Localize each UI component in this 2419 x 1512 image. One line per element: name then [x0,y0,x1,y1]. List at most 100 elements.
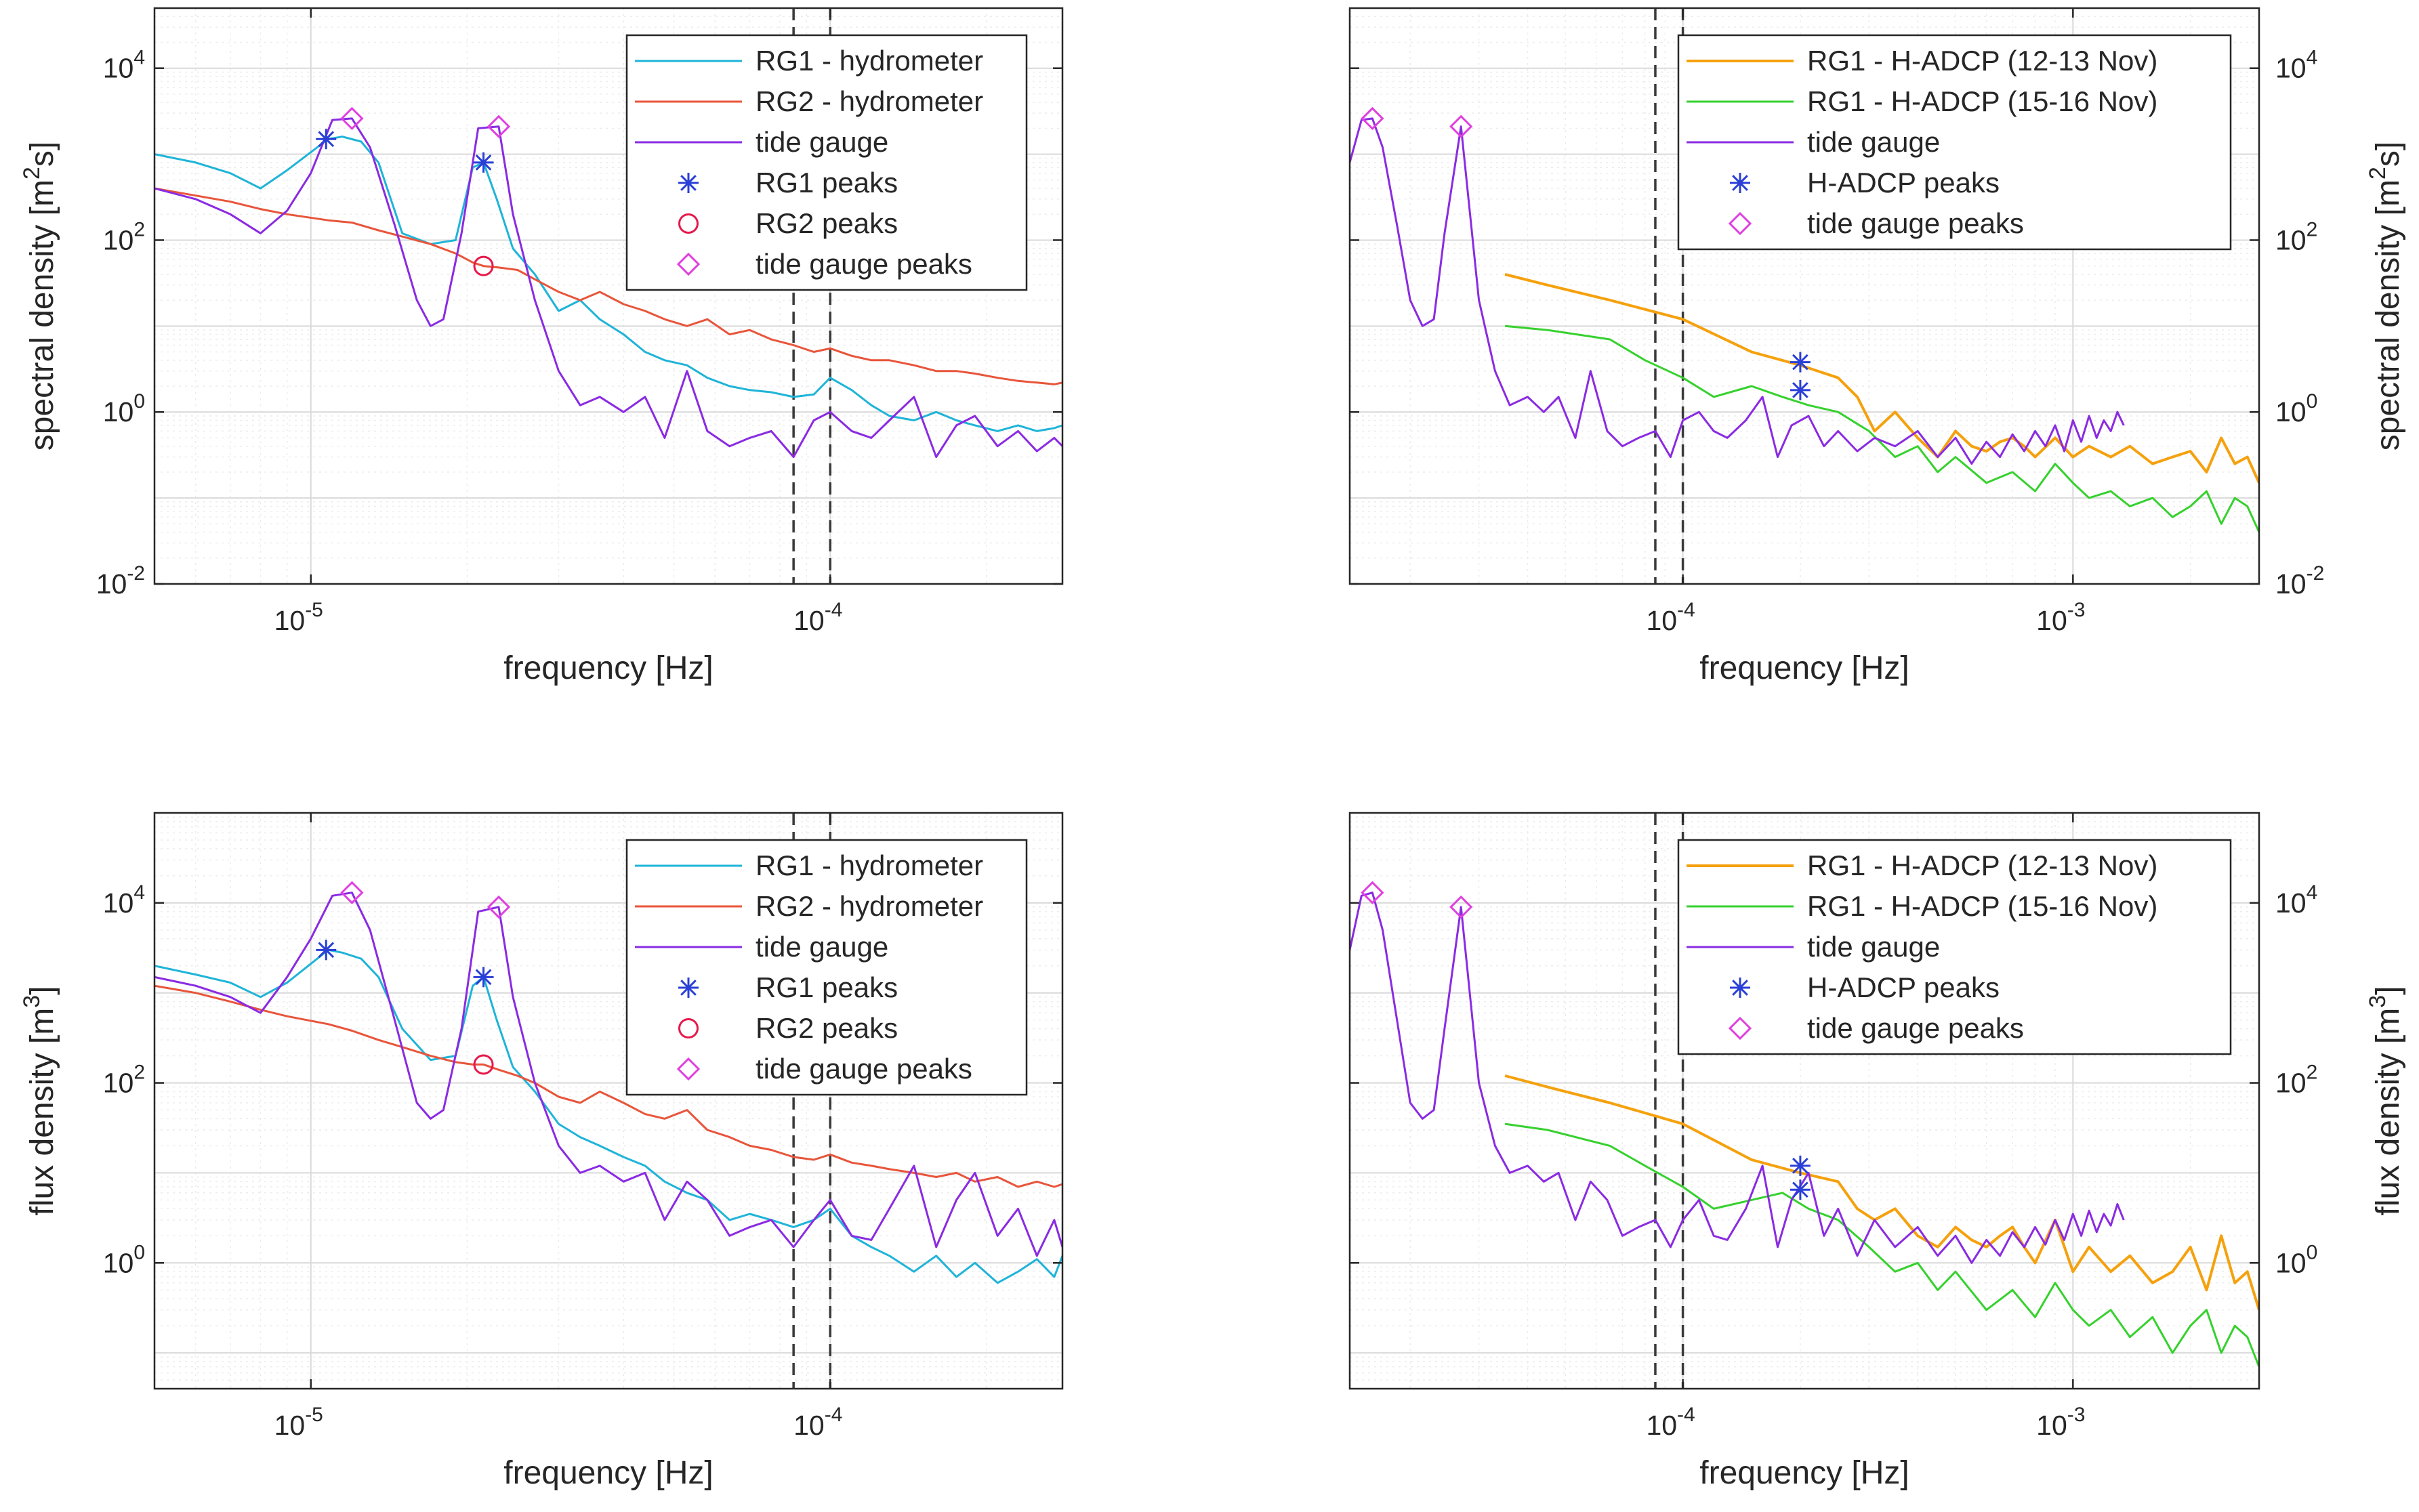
tick-base: 10 [2275,396,2307,427]
star-stroke [680,980,697,996]
tick-exp: -2 [2307,562,2325,585]
x-axis-label: frequency [Hz] [503,650,713,686]
legend: RG1 - hydrometer RG2 - hydrometer tide gau… [625,34,1028,291]
legend-label: tide gauge peaks [1807,1012,2024,1044]
tick-base: 10 [2275,224,2307,255]
y-tick-label: 104 [2275,47,2317,84]
x-tick-label: 10-3 [2036,599,2085,636]
legend-label: RG1 - H-ADCP (12-13 Nov) [1807,849,2157,881]
star-stroke [475,154,492,171]
star-stroke [318,131,335,148]
legend-label: RG1 - H-ADCP (15-16 Nov) [1807,85,2157,117]
star-stroke [1732,175,1748,191]
peak-marker [1449,895,1473,919]
series-layer [1350,881,2259,1368]
legend-label: RG2 peaks [756,207,898,239]
peak-marker [316,129,337,150]
x-tick-label: 10-3 [2036,1404,2085,1441]
series-line-tide-gauge [1350,117,2125,465]
legend-label: H-ADCP peaks [1807,971,2000,1003]
peak-marker [1790,1155,1811,1176]
tick-exp: -5 [305,1404,323,1426]
tick-exp: 0 [133,1241,145,1263]
tick-base: 10 [103,1068,134,1099]
y-tick-label: 104 [2275,881,2317,919]
tick-base: 10 [274,1410,306,1441]
ylabel-tail: ] [24,986,60,994]
peak-marker [1790,1179,1811,1200]
axes-box [1348,7,2260,585]
ylabel-tail: s] [2370,142,2406,167]
axes-box [1348,812,2260,1390]
ylabel-base: spectral density [m [2370,180,2406,450]
legend-label: RG2 - hydrometer [756,890,983,922]
ylabel-base: spectral density [m [24,180,60,450]
tick-exp: 4 [133,881,145,904]
x-tick-label: 10-5 [274,599,323,636]
series-layer [1350,106,2259,533]
series-line-tide-gauge [154,117,1062,459]
y-tick-label: 10-2 [2275,562,2324,600]
legend-marker [678,213,699,234]
legend-marker [1728,211,1752,236]
legend-marker [676,1057,701,1081]
legend: RG1 - hydrometer RG2 - hydrometer tide gau… [625,839,1028,1096]
y-axis-label: flux density [m3] [2365,986,2406,1215]
star-stroke [1792,1158,1808,1174]
legend-label: RG1 peaks [756,167,898,198]
ylabel-sup: 3 [19,995,45,1008]
tick-base: 10 [2275,887,2307,919]
legend-label: RG1 - hydrometer [756,45,983,77]
y-axis-label: spectral density [m2s] [2365,142,2406,450]
legend-marker [1730,978,1750,998]
star-stroke [1732,980,1748,996]
tick-base: 10 [2275,53,2307,84]
legend-label: tide gauge peaks [756,248,972,280]
tick-exp: -3 [2067,1404,2086,1426]
legend-marker [678,1018,699,1038]
x-tick-label: 10-4 [1646,1404,1695,1441]
axes-box [153,7,1064,585]
tick-exp: 0 [2307,1241,2318,1263]
y-tick-label: 104 [103,47,145,84]
peak-marker [487,895,511,919]
ylabel-tail: ] [2370,986,2406,994]
legend: RG1 - H-ADCP (12-13 Nov) RG1 - H-ADCP (15… [1677,34,2232,251]
legend: RG1 - H-ADCP (12-13 Nov) RG1 - H-ADCP (15… [1677,839,2232,1055]
star-stroke [1792,381,1808,398]
tick-base: 10 [793,1410,825,1441]
star-stroke [1792,1181,1808,1198]
tick-exp: 2 [2307,218,2318,240]
tick-base: 10 [103,224,134,255]
x-axis-label: frequency [Hz] [503,1455,713,1491]
peak-marker [473,967,494,988]
tick-base: 10 [103,396,134,427]
legend-label: H-ADCP peaks [1807,167,2000,198]
tick-base: 10 [103,887,134,919]
tick-base: 10 [793,605,825,636]
peak-marker [340,881,364,904]
tick-exp: -2 [127,562,145,585]
tick-base: 10 [103,53,134,84]
tick-base: 10 [1646,1410,1677,1441]
star-stroke [1792,354,1808,371]
legend-label: RG1 - H-ADCP (12-13 Nov) [1807,45,2157,77]
y-tick-label: 100 [103,1241,145,1278]
star-stroke [680,175,697,191]
y-axis-label: flux density [m3] [19,986,60,1215]
peak-marker [316,940,337,961]
tick-exp: -3 [2067,599,2086,621]
legend-label: tide gauge peaks [1807,207,2024,239]
ylabel-base: flux density [m [2370,1008,2406,1216]
legend-box [625,34,1028,291]
tick-base: 10 [2275,568,2307,600]
series-line-rg1-hydrometer [154,948,1062,1284]
series-layer [154,106,1062,459]
legend-marker [1730,173,1750,193]
y-tick-label: 100 [2275,1241,2317,1278]
x-tick-label: 10-5 [274,1404,323,1441]
